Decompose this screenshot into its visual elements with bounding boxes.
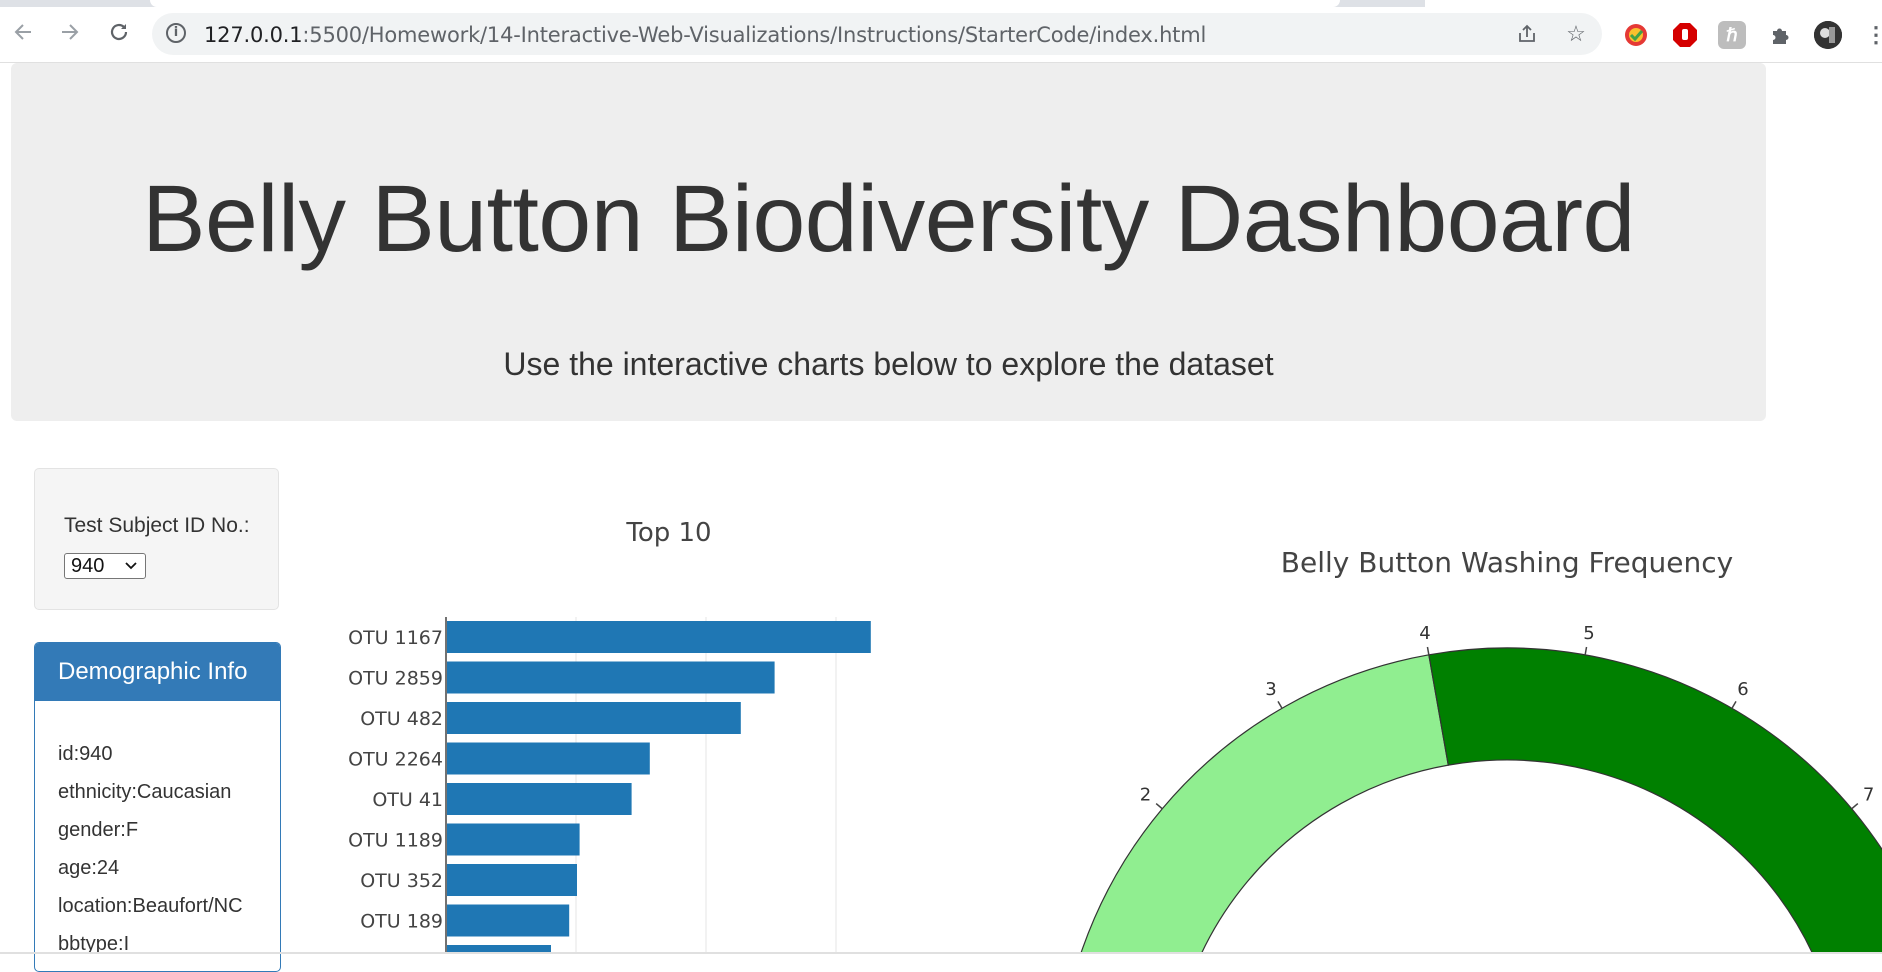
gauge-tick [1426, 646, 1430, 655]
header-jumbotron: Belly Button Biodiversity Dashboard Use … [11, 63, 1766, 421]
subject-selector-well: Test Subject ID No.: 940 [34, 468, 279, 610]
page-title: Belly Button Biodiversity Dashboard [142, 166, 1635, 272]
bar-tick-label: OTU 482 [360, 708, 443, 730]
extension-grey-icon[interactable]: ℏ [1718, 21, 1746, 49]
gauge-tick-label: 7 [1863, 785, 1874, 806]
browser-menu-icon[interactable]: ⋮ [1862, 21, 1882, 49]
site-info-icon[interactable]: i [166, 23, 186, 43]
bar-tick-label: OTU 41 [372, 789, 443, 811]
bar-tick-label: OTU 2264 [348, 749, 443, 771]
bar[interactable] [447, 783, 632, 815]
subject-id-value: 940 [71, 555, 105, 577]
bar[interactable] [447, 904, 570, 937]
profile-avatar[interactable] [1814, 21, 1842, 49]
demographic-panel: Demographic Info id:940 ethnicity:Caucasi… [34, 642, 281, 972]
bar[interactable] [447, 621, 871, 653]
gauge-tick-label: 2 [1140, 785, 1151, 806]
bar[interactable] [447, 945, 551, 954]
bar[interactable] [447, 823, 580, 856]
bottom-divider [0, 952, 1882, 954]
bar-chart-title: Top 10 [625, 518, 711, 548]
gauge-tick-label: 3 [1265, 679, 1276, 700]
gauge-tick [1155, 803, 1163, 810]
gauge-tick [1584, 646, 1588, 655]
bar[interactable] [447, 864, 577, 896]
reload-icon[interactable] [104, 17, 134, 47]
share-icon[interactable] [1514, 21, 1540, 47]
gauge-tick-label: 4 [1419, 623, 1430, 644]
bar-tick-label: OTU 352 [360, 870, 443, 892]
demographic-row: location:Beaufort/NC [58, 895, 243, 917]
bar[interactable] [447, 742, 650, 775]
demographic-row: age:24 [58, 857, 120, 879]
forward-arrow-icon[interactable] [55, 17, 85, 47]
bar-tick-label: OTU 189 [360, 911, 443, 933]
top10-bar-chart[interactable]: Top 10 OTU 1167 OTU 2859 OTU 482 OTU 2264 OT… [330, 505, 930, 954]
gauge-tick-label: 6 [1737, 679, 1748, 700]
demographic-row: ethnicity:Caucasian [58, 781, 232, 803]
selector-label: Test Subject ID No.: [64, 514, 250, 537]
demographic-body: id:940 ethnicity:Caucasian gender:F age:24 l… [58, 735, 243, 963]
puzzle-extensions-icon[interactable] [1767, 21, 1795, 49]
bookmark-star-icon[interactable]: ☆ [1566, 21, 1586, 46]
bar-tick-label: OTU 1167 [348, 627, 443, 649]
extension-color-icon[interactable] [1622, 21, 1650, 49]
bar-tick-label: OTU 2859 [348, 668, 443, 690]
bar[interactable] [447, 702, 741, 734]
gauge-tick [1851, 803, 1859, 810]
gauge-step[interactable] [1057, 654, 1450, 954]
tab-strip [0, 0, 1882, 7]
gauge-title: Belly Button Washing Frequency [1281, 546, 1733, 579]
gauge-tick-label: 5 [1583, 623, 1594, 644]
stop-hand-icon[interactable] [1671, 21, 1699, 49]
gauge-step[interactable] [1428, 647, 1882, 954]
subject-id-select[interactable]: 940 [64, 553, 146, 579]
bar[interactable] [447, 661, 775, 694]
demographic-row: gender:F [58, 819, 139, 841]
page-subtitle: Use the interactive charts below to expl… [503, 346, 1274, 382]
gauge-tick [1277, 700, 1283, 709]
inactive-tab[interactable] [1425, 0, 1882, 7]
demographic-row: id:940 [58, 743, 113, 765]
demographic-heading: Demographic Info [35, 643, 280, 701]
address-bar[interactable]: i 127.0.0.1:5500/Homework/14-Interactive… [152, 13, 1602, 55]
demographic-row: bbtype:I [58, 933, 130, 955]
browser-toolbar: i 127.0.0.1:5500/Homework/14-Interactive… [0, 7, 1882, 63]
gauge-tick [1731, 700, 1737, 709]
back-arrow-icon[interactable] [8, 17, 38, 47]
url-text[interactable]: 127.0.0.1:5500/Homework/14-Interactive-W… [204, 23, 1207, 47]
bar-tick-label: OTU 1189 [348, 830, 443, 852]
chevron-down-icon [124, 555, 138, 584]
active-tab[interactable] [150, 0, 1340, 7]
washing-frequency-gauge[interactable]: Belly Button Washing Frequency 2 3 4 5 6 7 [1040, 530, 1882, 954]
